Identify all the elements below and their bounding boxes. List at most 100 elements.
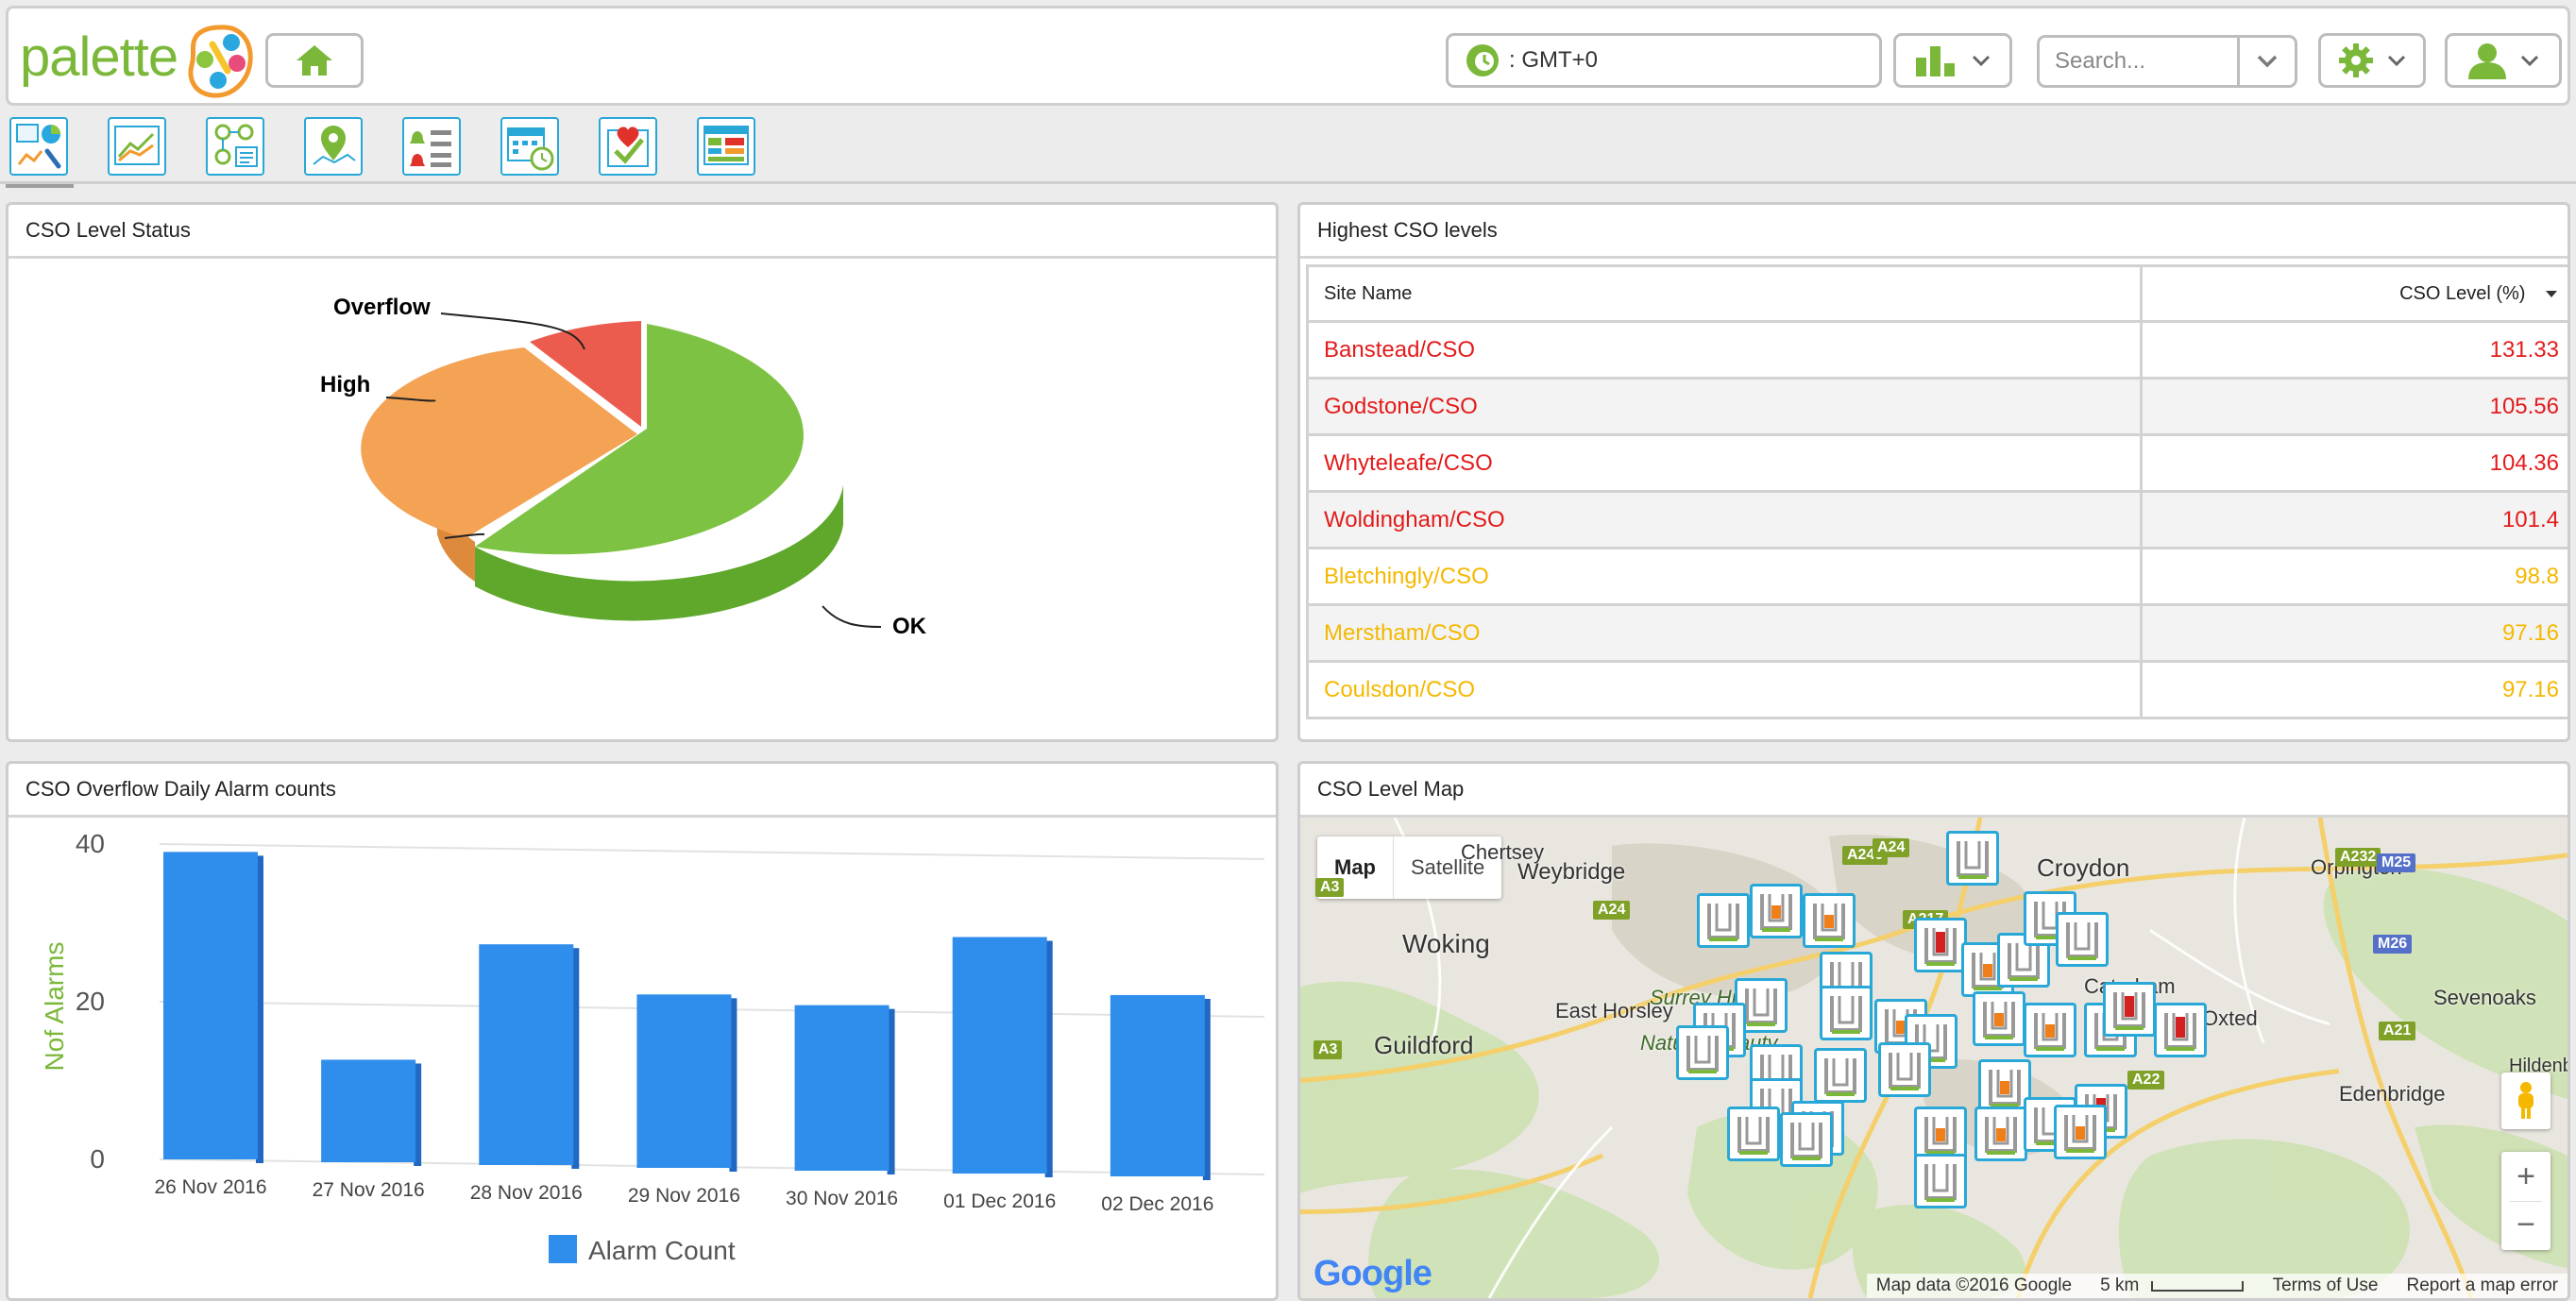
tank-level-icon: [2034, 1013, 2066, 1051]
panel-title: CSO Overflow Daily Alarm counts: [8, 764, 1276, 818]
cso-site-marker[interactable]: [1820, 986, 1873, 1040]
bar[interactable]: [1110, 994, 1205, 1176]
search-dropdown-button[interactable]: [2237, 38, 2295, 85]
cso-site-marker[interactable]: [2103, 982, 2156, 1037]
reports-dropdown-button[interactable]: [1893, 33, 2012, 88]
search-input[interactable]: [2053, 47, 2255, 76]
y-tick-label: 40: [76, 829, 105, 858]
bar[interactable]: [479, 944, 574, 1165]
home-button[interactable]: [265, 33, 364, 88]
y-tick-label: 20: [76, 987, 105, 1016]
column-header-site-name[interactable]: Site Name: [1306, 264, 2143, 323]
cso-level-cell: 105.56: [2140, 377, 2568, 436]
report-map-error-link[interactable]: Report a map error: [2406, 1276, 2558, 1295]
cso-site-marker[interactable]: [1914, 1154, 1967, 1208]
map-road-shield: A21: [2379, 1022, 2416, 1040]
x-tick-label: 28 Nov 2016: [470, 1182, 583, 1204]
table-row[interactable]: Banstead/CSO 131.33: [1306, 320, 2568, 380]
cso-site-marker[interactable]: [1727, 1107, 1780, 1161]
cso-site-marker[interactable]: [1814, 1048, 1867, 1103]
bar-side: [256, 855, 263, 1163]
cso-levels-table: Site Name CSO Level (%) Banstead/CSO 131.…: [1306, 264, 2568, 719]
table-row[interactable]: Godstone/CSO 105.56: [1306, 377, 2568, 436]
pie-label-overflow: Overflow: [333, 295, 431, 320]
cso-site-marker[interactable]: [2024, 1003, 2076, 1057]
grid-line: [159, 843, 1265, 860]
bar[interactable]: [321, 1059, 416, 1162]
map-place-label: Oxted: [2202, 1006, 2258, 1030]
map-type-map-button[interactable]: Map: [1317, 836, 1394, 899]
cso-site-marker[interactable]: [1974, 1107, 2027, 1161]
network-tab[interactable]: [206, 117, 264, 176]
table-row[interactable]: Woldingham/CSO 101.4: [1306, 490, 2568, 549]
tank-level-icon: [1830, 996, 1862, 1034]
table-row[interactable]: Bletchingly/CSO 98.8: [1306, 547, 2568, 606]
bar[interactable]: [636, 994, 732, 1168]
map-place-label: Woking: [1402, 929, 1490, 958]
cso-site-marker[interactable]: [1973, 991, 2025, 1046]
scheduler-tab[interactable]: [500, 117, 559, 176]
pie-label-ok: OK: [892, 614, 927, 639]
map-canvas[interactable]: Map Satellite Chertsey Weybridge Croydon Or…: [1300, 818, 2568, 1298]
settings-dropdown-button[interactable]: [2318, 33, 2426, 88]
cso-site-marker[interactable]: [1803, 893, 1856, 948]
x-tick-label: 01 Dec 2016: [943, 1191, 1056, 1212]
map-road-shield: A3: [1315, 878, 1345, 897]
user-menu-button[interactable]: [2445, 33, 2562, 88]
cso-site-marker[interactable]: [1697, 893, 1750, 948]
table-row[interactable]: Coulsdon/CSO 97.16: [1306, 660, 2568, 719]
health-tab[interactable]: [599, 117, 657, 176]
map-place-label: Weybridge: [1517, 859, 1626, 885]
cso-site-marker[interactable]: [1676, 1025, 1729, 1080]
user-icon: [2468, 43, 2506, 79]
chevron-down-icon: [2257, 55, 2278, 68]
table-body: Banstead/CSO 131.33 Godstone/CSO 105.56 Whyt…: [1306, 320, 2568, 719]
chevron-down-icon: [2387, 55, 2406, 67]
search-field[interactable]: [2037, 35, 2297, 88]
cso-site-marker[interactable]: [2054, 1105, 2107, 1159]
bar[interactable]: [794, 1005, 890, 1171]
cso-site-marker[interactable]: [2154, 1003, 2207, 1057]
column-header-label: CSO Level (%): [2399, 282, 2526, 304]
health-check-icon: [607, 127, 649, 167]
alarms-tab[interactable]: [402, 117, 461, 176]
map-tab[interactable]: [304, 117, 363, 176]
bar[interactable]: [952, 937, 1047, 1174]
cso-site-marker[interactable]: [1780, 1112, 1833, 1167]
bar-side: [887, 1008, 895, 1174]
trend-icon: [114, 126, 160, 165]
tank-level-icon: [1983, 1002, 2015, 1039]
reports-tab[interactable]: [697, 117, 755, 176]
tank-level-icon: [2064, 1115, 2096, 1153]
cso-site-marker[interactable]: [1914, 918, 1967, 972]
table-row[interactable]: Whyteleafe/CSO 104.36: [1306, 433, 2568, 493]
google-wordmark: Google: [1313, 1254, 1432, 1293]
pie-label-high: High: [320, 372, 370, 397]
cso-site-marker[interactable]: [1914, 1107, 1967, 1161]
cso-site-marker[interactable]: [1946, 831, 1999, 886]
tank-level-icon: [1760, 894, 1792, 932]
cso-overflow-alarm-counts-panel: CSO Overflow Daily Alarm counts 0 20 40 Nof…: [6, 761, 1279, 1301]
zoom-out-button[interactable]: −: [2510, 1201, 2542, 1250]
map-type-satellite-button[interactable]: Satellite: [1411, 855, 1485, 879]
legend-label[interactable]: Alarm Count: [588, 1236, 736, 1265]
bar-side: [414, 1063, 422, 1166]
logo-text: palette: [20, 26, 178, 88]
cso-level-status-panel: CSO Level Status Overflow High OK: [6, 202, 1279, 742]
table-row[interactable]: Merstham/CSO 97.16: [1306, 603, 2568, 663]
trends-tab[interactable]: [108, 117, 166, 176]
column-header-cso-level[interactable]: CSO Level (%): [2140, 264, 2568, 323]
cso-site-marker[interactable]: [1878, 1042, 1931, 1097]
pie-slice-high-side: [437, 489, 475, 582]
bar[interactable]: [163, 852, 258, 1159]
dashboard-tab[interactable]: [9, 117, 68, 176]
tank-level-icon: [1924, 1164, 1957, 1202]
zoom-in-button[interactable]: +: [2517, 1158, 2535, 1194]
cso-site-marker[interactable]: [1997, 933, 2050, 988]
cso-site-marker[interactable]: [2056, 912, 2109, 967]
cso-site-marker[interactable]: [1750, 884, 1803, 938]
street-view-pegman[interactable]: [2501, 1073, 2551, 1129]
tank-level-icon: [1989, 1070, 2021, 1107]
timezone-selector[interactable]: : GMT+0: [1446, 33, 1882, 88]
terms-of-use-link[interactable]: Terms of Use: [2272, 1276, 2379, 1295]
